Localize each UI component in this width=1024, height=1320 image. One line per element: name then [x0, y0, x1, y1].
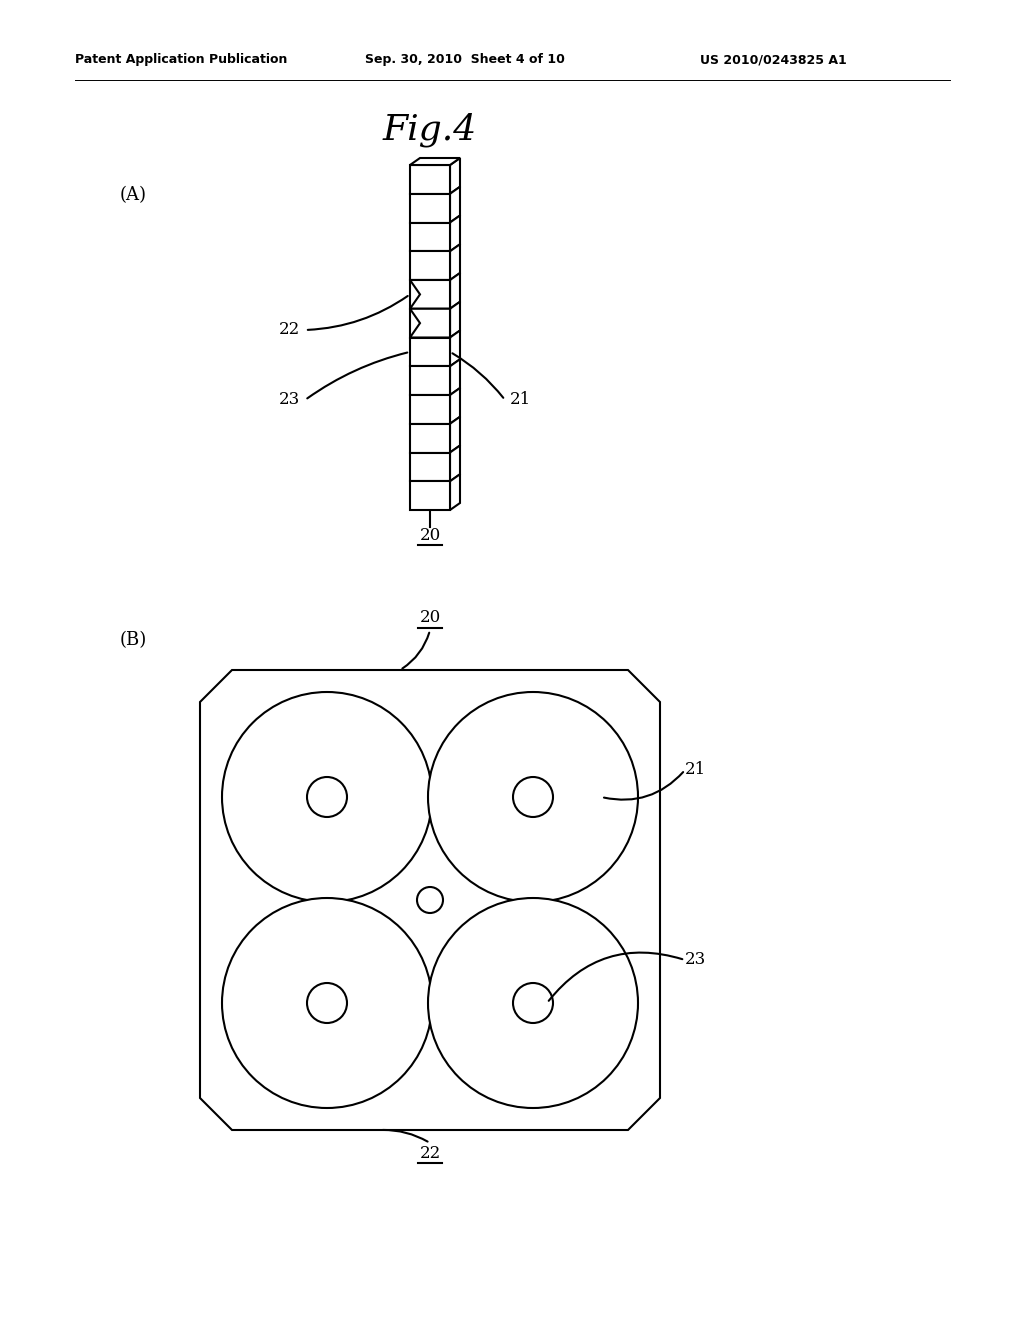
Bar	[410, 309, 450, 338]
Text: Fig.4: Fig.4	[383, 112, 477, 148]
Bar	[410, 482, 450, 510]
Circle shape	[307, 777, 347, 817]
Text: 23: 23	[279, 392, 300, 408]
Polygon shape	[450, 273, 460, 309]
Text: 20: 20	[420, 527, 440, 544]
Bar	[410, 453, 450, 482]
Polygon shape	[200, 671, 660, 1130]
Text: 22: 22	[279, 322, 300, 338]
Circle shape	[428, 692, 638, 902]
Polygon shape	[450, 446, 460, 482]
Text: 21: 21	[510, 392, 531, 408]
Polygon shape	[450, 302, 460, 338]
Text: Patent Application Publication: Patent Application Publication	[75, 54, 288, 66]
Polygon shape	[450, 158, 460, 194]
Polygon shape	[450, 417, 460, 453]
Polygon shape	[450, 359, 460, 395]
Bar	[410, 395, 450, 424]
Circle shape	[513, 777, 553, 817]
Polygon shape	[410, 158, 460, 165]
Circle shape	[307, 983, 347, 1023]
Text: 22: 22	[420, 1144, 440, 1162]
Polygon shape	[450, 388, 460, 424]
Bar	[410, 280, 450, 309]
Polygon shape	[410, 280, 450, 309]
Circle shape	[417, 887, 443, 913]
Text: (B): (B)	[120, 631, 147, 649]
Text: 23: 23	[685, 952, 707, 969]
Polygon shape	[450, 186, 460, 223]
Bar	[410, 223, 450, 251]
Circle shape	[513, 983, 553, 1023]
Polygon shape	[450, 244, 460, 280]
Bar	[410, 424, 450, 453]
Polygon shape	[450, 330, 460, 366]
Text: (A): (A)	[120, 186, 147, 205]
Bar	[410, 194, 450, 223]
Bar	[410, 338, 450, 366]
Text: Sep. 30, 2010  Sheet 4 of 10: Sep. 30, 2010 Sheet 4 of 10	[365, 54, 565, 66]
Circle shape	[222, 692, 432, 902]
Bar	[410, 366, 450, 395]
Polygon shape	[450, 215, 460, 251]
Circle shape	[428, 898, 638, 1107]
Bar	[410, 165, 450, 194]
Text: 20: 20	[420, 610, 440, 627]
Polygon shape	[450, 474, 460, 510]
Bar	[410, 251, 450, 280]
Circle shape	[222, 898, 432, 1107]
Text: US 2010/0243825 A1: US 2010/0243825 A1	[700, 54, 847, 66]
Text: 21: 21	[685, 762, 707, 779]
Polygon shape	[410, 309, 450, 338]
